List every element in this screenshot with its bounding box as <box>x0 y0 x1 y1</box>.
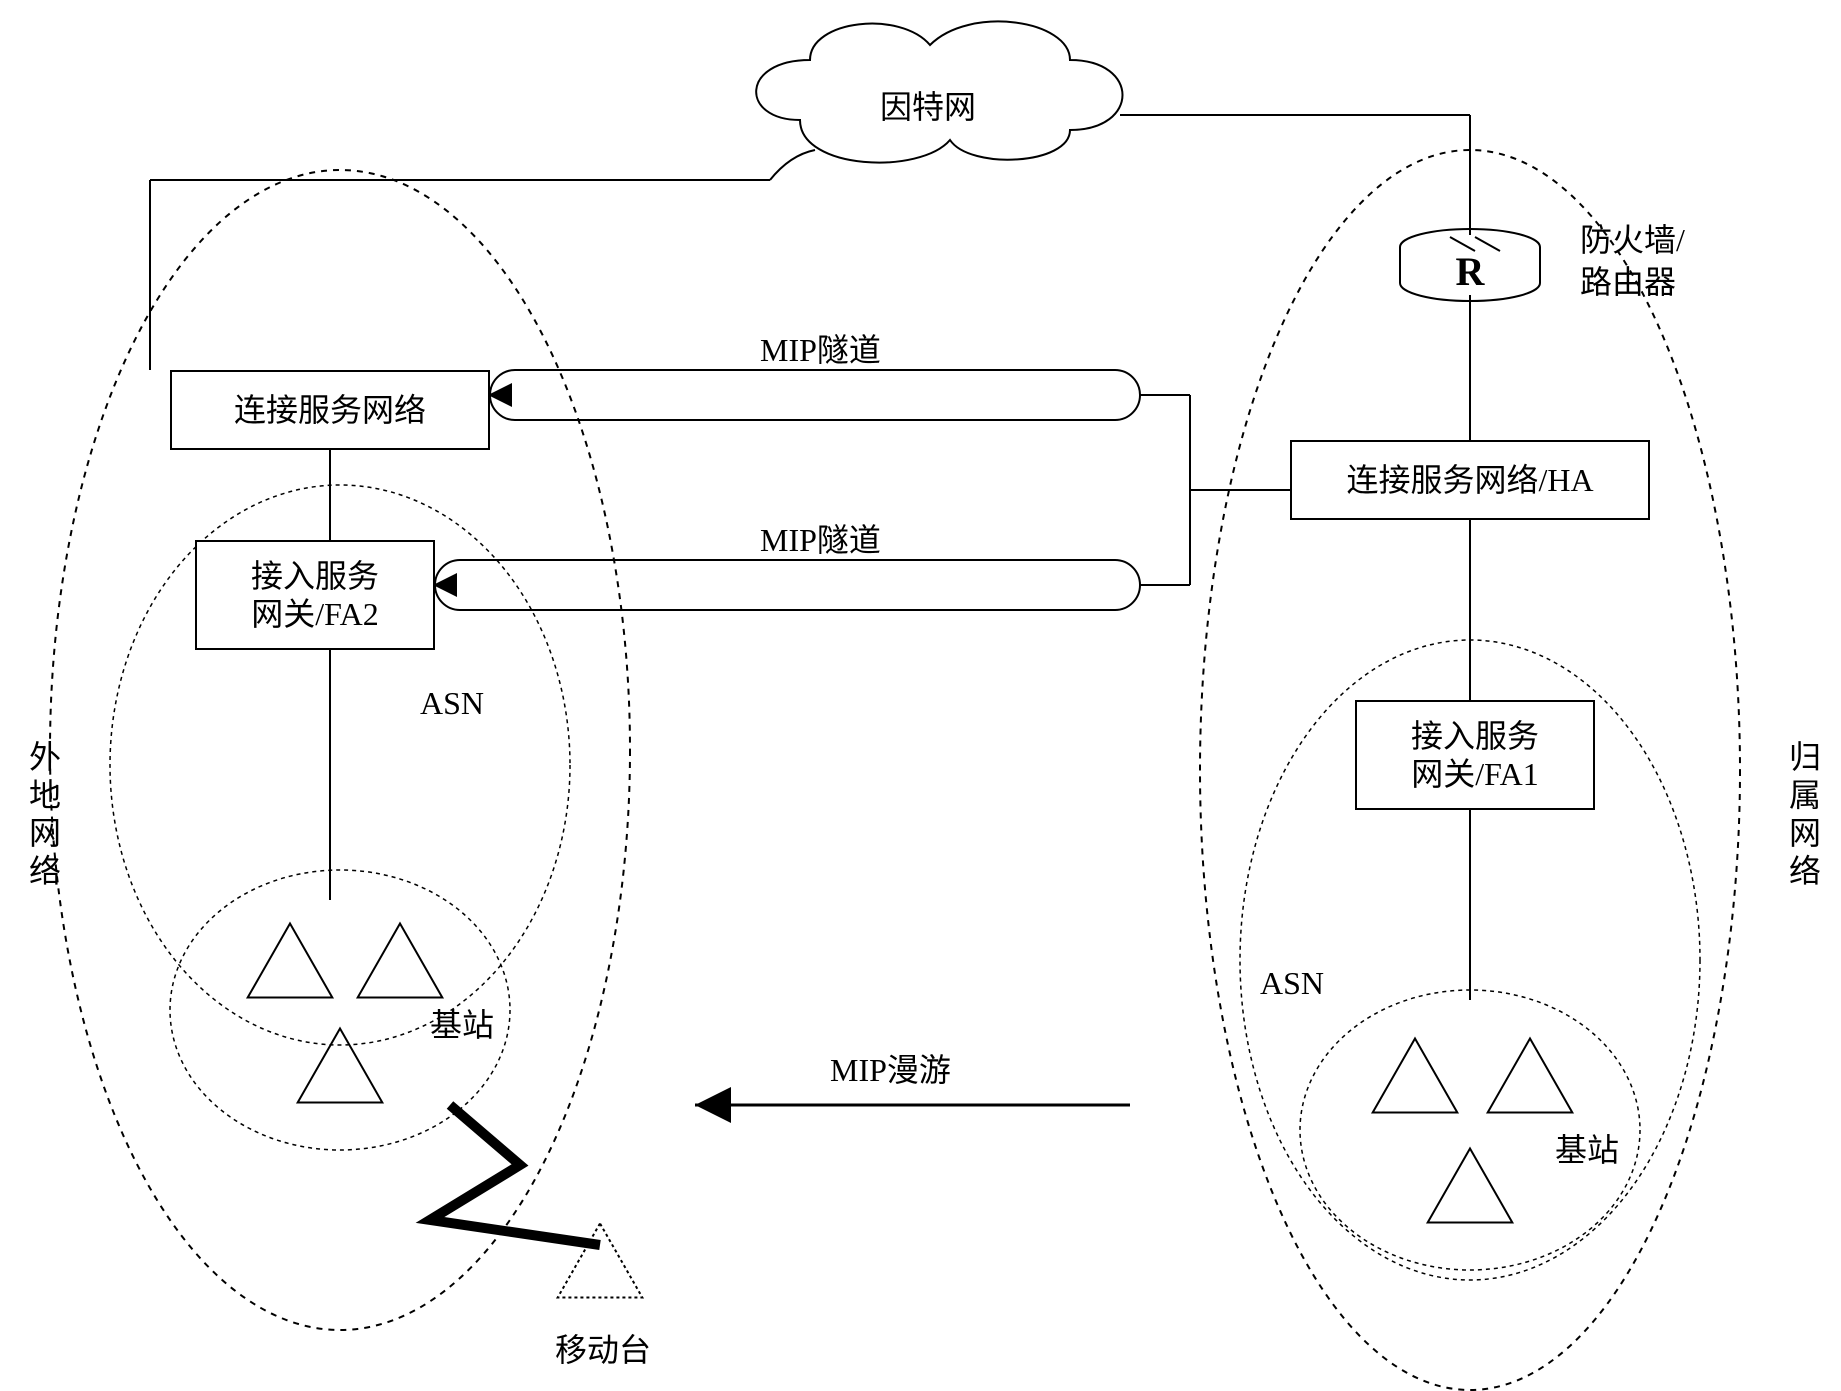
mobile-station-label: 移动台 <box>555 1325 651 1371</box>
left-csn-label: 连接服务网络 <box>234 391 426 429</box>
right-csn-box: 连接服务网络/HA <box>1290 440 1650 520</box>
right-asn-gw-box: 接入服务 网关/FA1 <box>1355 700 1595 810</box>
left-asn-label: ASN <box>420 685 484 722</box>
firewall-router-label: 防火墙/ 路由器 <box>1580 220 1685 303</box>
svg-text:R: R <box>1456 249 1486 294</box>
diagram-canvas: R 因特网 防火墙/ 路由器 连接服务网络 接入服务 网关/FA2 连接服务网络… <box>0 0 1841 1391</box>
right-csn-label: 连接服务网络/HA <box>1346 461 1593 499</box>
internet-label: 因特网 <box>880 82 976 128</box>
left-asn-gw-box: 接入服务 网关/FA2 <box>195 540 435 650</box>
foreign-network-label: 外地网络 <box>20 740 66 892</box>
diagram-svg: R <box>0 0 1841 1391</box>
right-asn-label: ASN <box>1260 965 1324 1002</box>
left-asn-gw-label: 接入服务 网关/FA2 <box>251 557 379 634</box>
left-bs-label: 基站 <box>430 1000 494 1046</box>
right-bs-label: 基站 <box>1555 1125 1619 1171</box>
home-network-label: 归属网络 <box>1780 740 1826 892</box>
left-csn-box: 连接服务网络 <box>170 370 490 450</box>
mip-tunnel-label-1: MIP隧道 <box>760 325 881 371</box>
mip-tunnel-label-2: MIP隧道 <box>760 515 881 561</box>
right-asn-gw-label: 接入服务 网关/FA1 <box>1411 717 1539 794</box>
mip-roaming-label: MIP漫游 <box>830 1045 951 1091</box>
